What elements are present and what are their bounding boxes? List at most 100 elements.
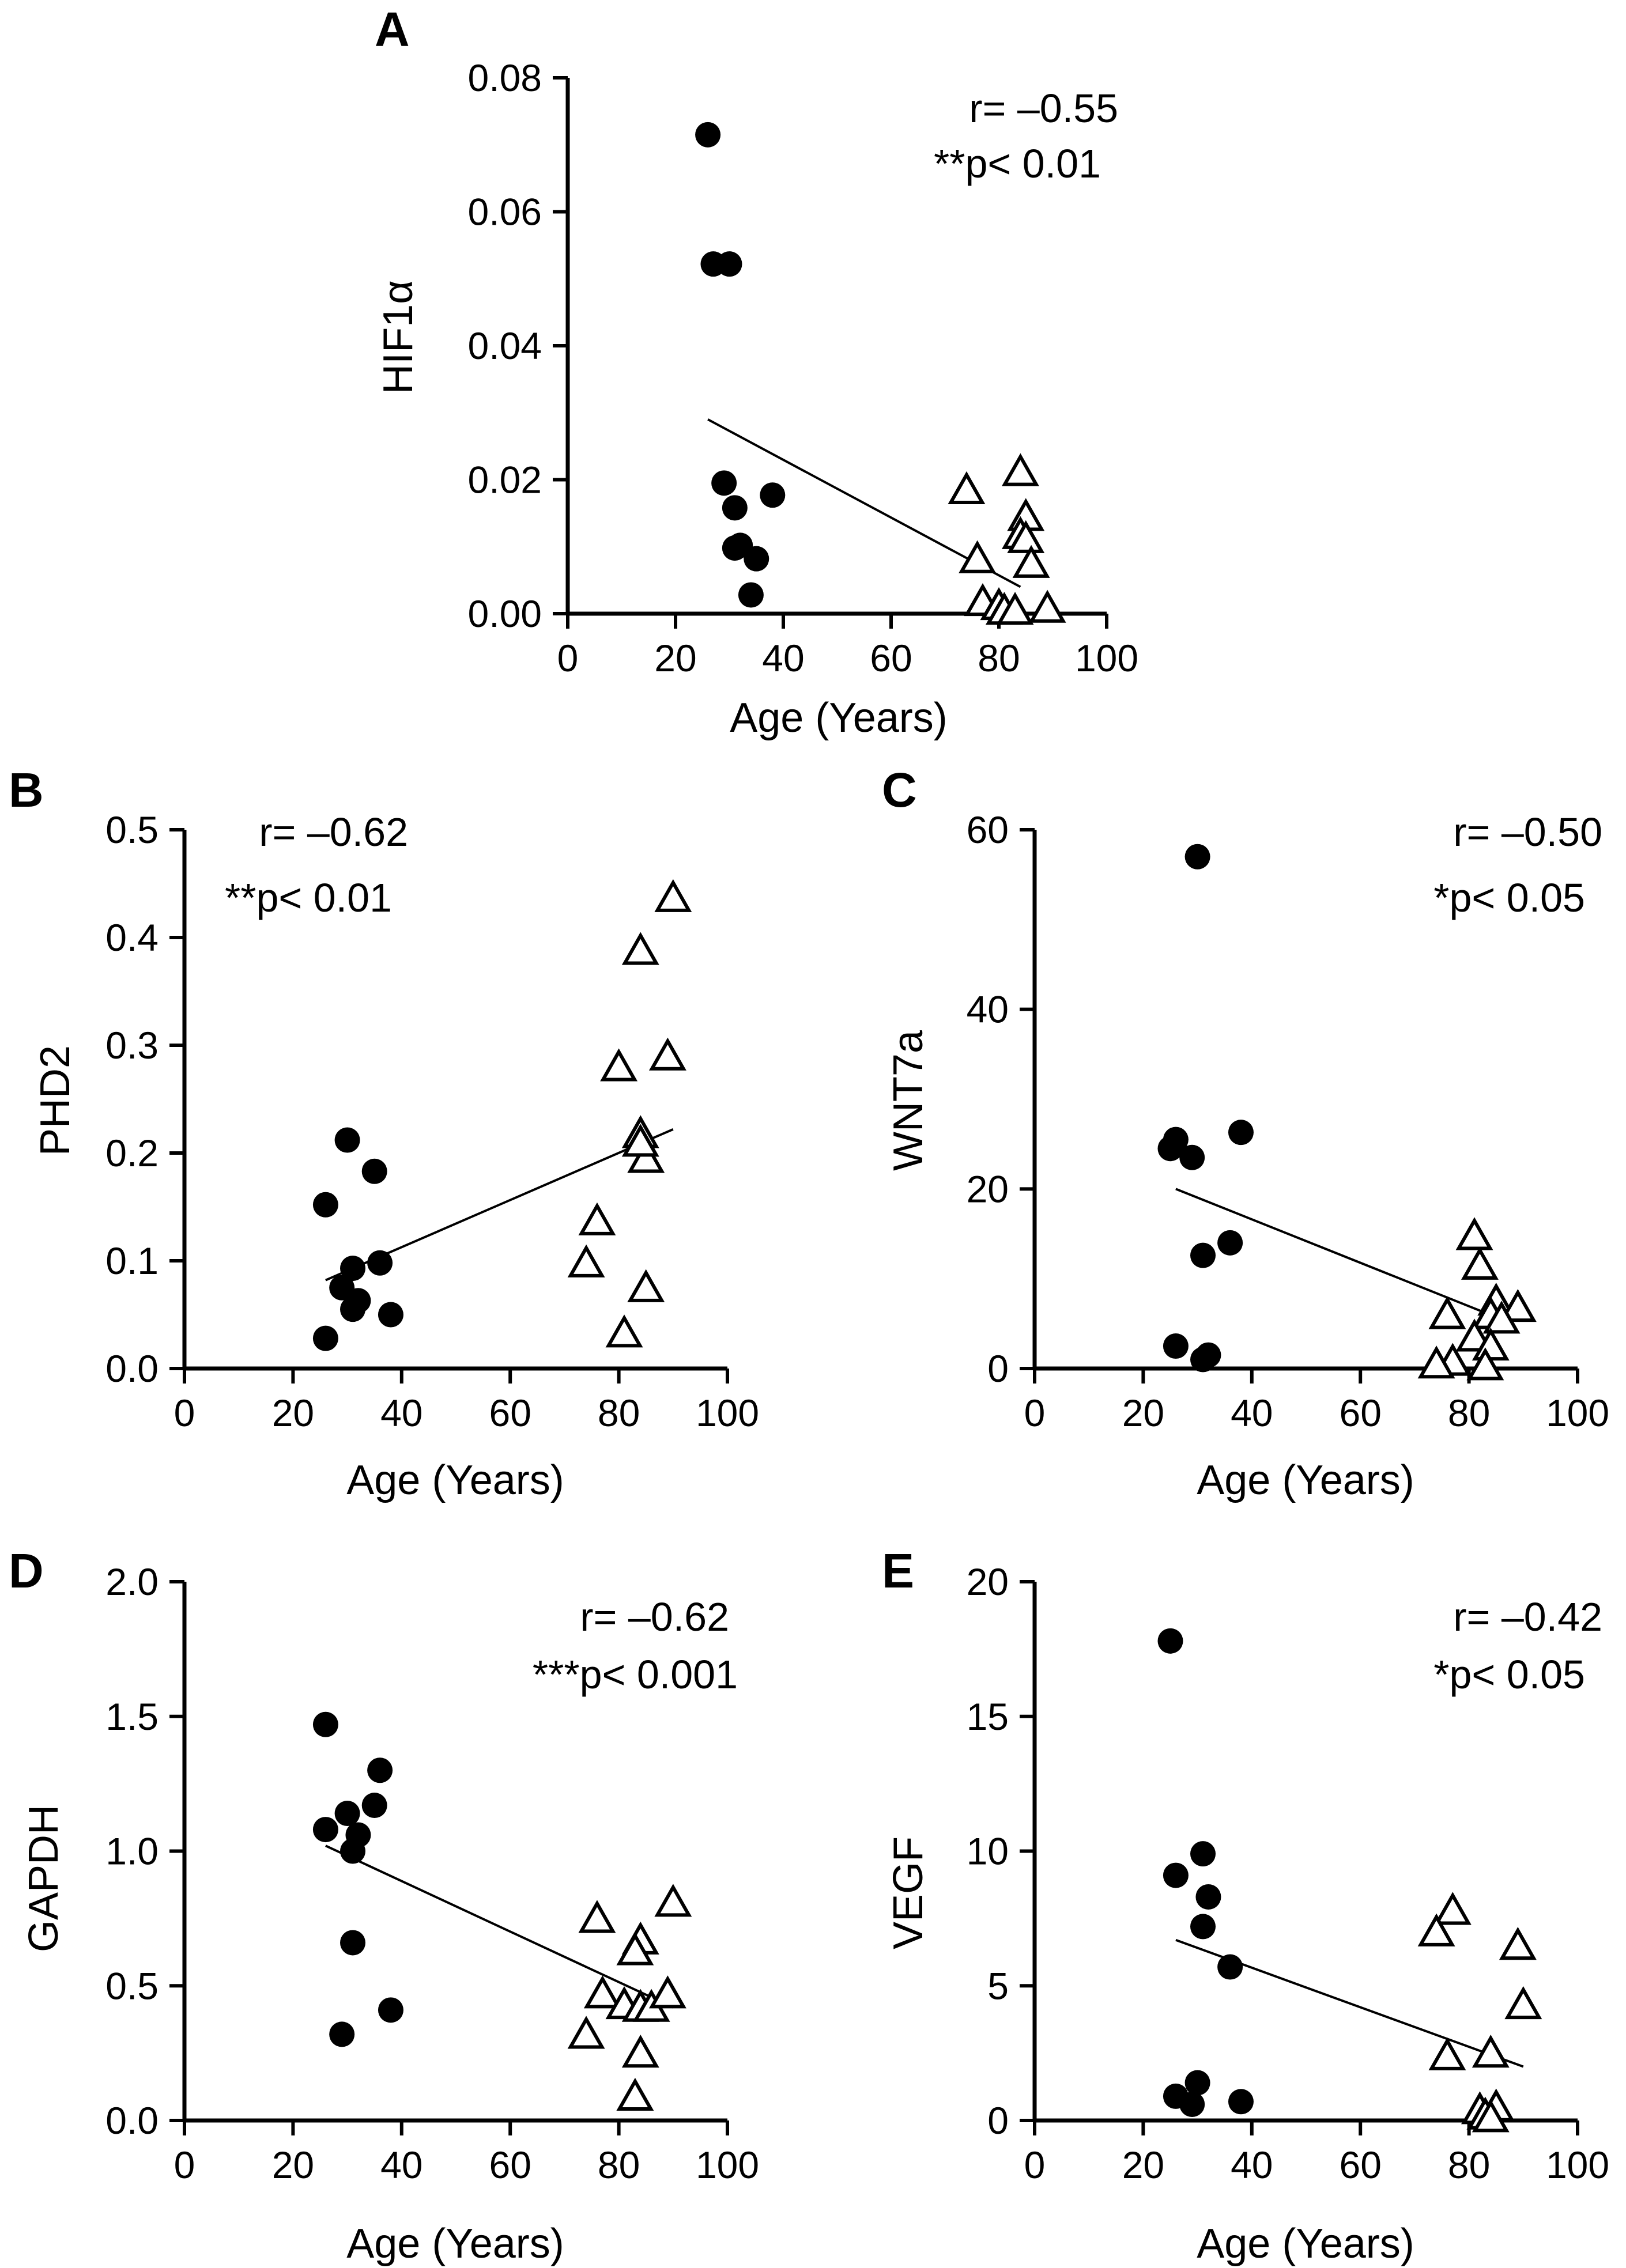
panel-e-old-point xyxy=(1433,1892,1472,1925)
panel-b-old-point xyxy=(621,1124,659,1157)
panel-a-old-point xyxy=(1012,545,1050,578)
panel-a-y-tick-label: 0.06 xyxy=(468,191,542,233)
panel-c-x-tick-label: 100 xyxy=(1546,1392,1609,1434)
panel-c-x-tick-label: 60 xyxy=(1339,1392,1381,1434)
panel-e-young-point xyxy=(1163,1862,1189,1888)
panel-a-y-tick-label: 0.02 xyxy=(468,459,542,501)
panel-b-y-tick-label: 0.2 xyxy=(105,1132,159,1174)
panel-b-old-point xyxy=(578,1202,616,1235)
panel-e-x-tick-label: 80 xyxy=(1448,2144,1490,2186)
panel-e-y-tick-label: 20 xyxy=(967,1560,1009,1603)
panel-e-y-tick-label: 10 xyxy=(967,1830,1009,1873)
panel-b-young-point xyxy=(361,1158,387,1184)
panel-c-young-point xyxy=(1184,844,1210,870)
panel-d-y-tick-label: 2.0 xyxy=(105,1560,159,1603)
panel-b-old-point xyxy=(600,1048,638,1082)
panel-b-old-point xyxy=(648,1037,686,1071)
panel-d: D 0 20 40 60 80 100 0.0 0.5 1.0 1.5 2.0 GAPDH Age … xyxy=(9,1544,759,2267)
panel-a-old-point xyxy=(1028,589,1066,623)
panel-d-r-value: r= –0.62 xyxy=(580,1594,729,1639)
panel-a-young-point xyxy=(711,470,737,496)
panel-c-old-point xyxy=(1466,1347,1504,1381)
panel-a-young-point xyxy=(722,495,748,521)
panel-d-x-tick-label: 80 xyxy=(598,2144,640,2186)
panel-e-x-tick-label: 40 xyxy=(1231,2144,1273,2186)
panel-b-young-point xyxy=(312,1325,338,1351)
panel-b-y-tick-label: 0.5 xyxy=(105,808,159,851)
panel-d-young-point xyxy=(312,1817,338,1843)
panel-c-young-point xyxy=(1190,1242,1216,1268)
panel-e-xlabel: Age (Years) xyxy=(1197,2221,1414,2267)
panel-d-young-point xyxy=(361,1793,387,1819)
panel-c-young-point xyxy=(1157,1136,1183,1162)
panel-c-regression-line xyxy=(1175,1188,1513,1325)
panel-d-x-tick-label: 0 xyxy=(174,2144,195,2186)
panel-b-r-value: r= –0.62 xyxy=(259,810,408,855)
panel-letter-d: D xyxy=(9,1544,44,1598)
panel-e-young-point xyxy=(1190,1914,1216,1940)
panel-e-y-tick-label: 5 xyxy=(987,1964,1009,2007)
panel-e-young-point xyxy=(1217,1954,1243,1980)
panel-b-young-point xyxy=(367,1250,393,1276)
panel-a-ylabel: HIF1α xyxy=(375,280,421,394)
panel-d-young-point xyxy=(329,2021,355,2047)
panel-a-young-point xyxy=(722,535,748,561)
panel-e-x-tick-label: 20 xyxy=(1122,2144,1164,2186)
panel-c-old-point xyxy=(1461,1246,1499,1280)
panel-b-y-tick-label: 0.4 xyxy=(105,916,159,959)
panel-d-p-value: ***p< 0.001 xyxy=(533,1652,738,1697)
panel-b-old-point xyxy=(605,1314,643,1348)
panel-a-xlabel: Age (Years) xyxy=(730,695,948,741)
panel-a-old-point xyxy=(1007,520,1045,553)
panel-e-plot: 0 20 40 60 80 100 0 5 10 15 20 xyxy=(967,1560,1609,2186)
panel-a-r-value: r= –0.55 xyxy=(969,86,1118,131)
panel-c-young-point xyxy=(1217,1230,1243,1256)
panel-c-x-tick-label: 20 xyxy=(1122,1392,1164,1434)
panel-d-old-point xyxy=(654,1884,692,1917)
panel-a-old-point xyxy=(1001,453,1039,486)
panel-a-y-tick-label: 0.04 xyxy=(468,324,542,367)
panel-c-plot: 0 20 40 60 80 100 0 20 40 60 xyxy=(967,808,1609,1434)
panel-e-old-point xyxy=(1472,2099,1510,2133)
panel-d-ylabel: GAPDH xyxy=(21,1805,67,1952)
panel-a-x-tick-label: 100 xyxy=(1075,637,1138,679)
panel-d-x-tick-label: 40 xyxy=(380,2144,422,2186)
panel-b-y-tick-label: 0.0 xyxy=(105,1347,159,1390)
panel-c-x-tick-label: 0 xyxy=(1024,1392,1046,1434)
panel-c-y-tick-label: 0 xyxy=(987,1347,1009,1390)
panel-b-ylabel: PHD2 xyxy=(32,1045,78,1156)
panel-a-old-point xyxy=(959,540,997,573)
panel-b-old-point xyxy=(627,1140,665,1173)
panel-b-old-point xyxy=(621,932,659,965)
panel-c-old-point xyxy=(1417,1345,1455,1379)
panel-c-old-point xyxy=(1455,1217,1493,1250)
panel-c-young-point xyxy=(1163,1333,1189,1359)
panel-a-young-point xyxy=(695,122,721,148)
panel-b-xlabel: Age (Years) xyxy=(346,1457,564,1503)
panel-a: A 0 20 40 60 80 100 0.00 0.02 0.04 0.06 0.08 HIF1α… xyxy=(375,2,1138,741)
panel-d-young-point xyxy=(367,1757,393,1783)
panel-b-x-tick-label: 100 xyxy=(696,1392,759,1434)
panel-e-x-tick-label: 0 xyxy=(1024,2144,1046,2186)
panel-letter-b: B xyxy=(9,763,44,817)
panel-e-old-point xyxy=(1417,1913,1455,1946)
panel-d-old-point xyxy=(616,2077,654,2111)
panel-d-y-tick-label: 1.5 xyxy=(105,1695,159,1738)
panel-d-y-tick-label: 0.5 xyxy=(105,1964,159,2007)
panel-d-young-point xyxy=(340,1930,366,1956)
panel-b-plot: 0 20 40 60 80 100 0.0 0.1 0.2 0.3 0.4 0.5 xyxy=(105,808,759,1434)
panel-c-old-point xyxy=(1499,1288,1537,1322)
panel-a-x-tick-label: 60 xyxy=(870,637,912,679)
panel-b-x-tick-label: 0 xyxy=(174,1392,195,1434)
panel-d-regression-line xyxy=(325,1844,674,2009)
panel-b-y-tick-label: 0.1 xyxy=(105,1239,159,1282)
panel-b-young-point xyxy=(312,1192,338,1218)
panel-letter-c: C xyxy=(882,763,917,817)
panel-e-x-tick-label: 100 xyxy=(1546,2144,1609,2186)
panel-e-old-point xyxy=(1428,2037,1466,2070)
panel-a-old-point xyxy=(948,471,986,505)
panel-b-y-tick-label: 0.3 xyxy=(105,1024,159,1067)
panel-a-old-point xyxy=(996,592,1034,625)
panel-e-ylabel: VEGF xyxy=(885,1836,931,1949)
